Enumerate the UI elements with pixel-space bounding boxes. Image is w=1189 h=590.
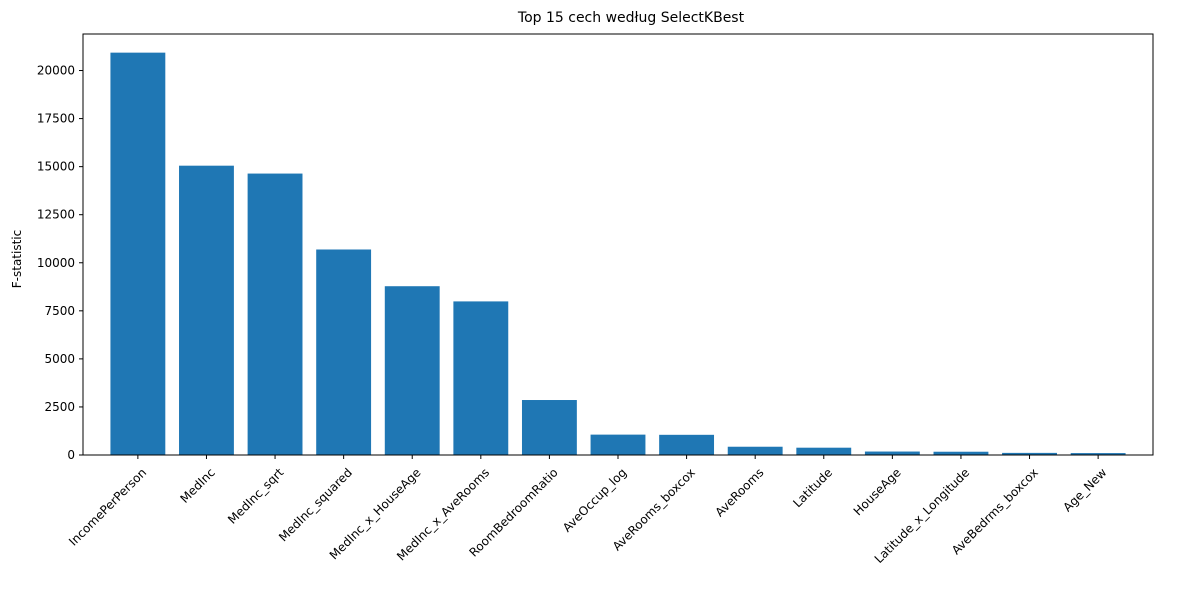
y-tick-label: 17500 — [37, 112, 75, 126]
plot-frame — [82, 33, 1154, 456]
y-tick-label: 10000 — [37, 256, 75, 270]
bar-incomeperperson — [110, 52, 166, 455]
y-tick-label: 5000 — [44, 352, 75, 366]
bar-medinc-sqrt — [247, 173, 303, 455]
bar-averooms — [727, 446, 783, 455]
bar-latitude-x-longitude — [933, 451, 989, 455]
y-axis: 0 2500 5000 7500 10000 12500 15000 17500 20000 — [37, 64, 83, 462]
bar-latitude — [796, 447, 852, 455]
y-tick-label: 0 — [67, 448, 75, 462]
bar-medinc-x-averooms — [453, 301, 509, 455]
chart-title: Top 15 cech według SelectKBest — [517, 10, 745, 26]
y-tick-label: 20000 — [37, 64, 75, 78]
bar-medinc-squared — [316, 249, 372, 455]
bar-houseage — [864, 451, 920, 455]
bar-medinc-x-houseage — [384, 286, 440, 455]
bar-age-new — [1070, 453, 1126, 455]
bar-roombedroomratio — [521, 400, 577, 455]
bar-averooms-boxcox — [659, 434, 715, 455]
y-tick-label: 12500 — [37, 208, 75, 222]
bars-layer — [110, 52, 1126, 455]
y-tick-label: 15000 — [37, 160, 75, 174]
bar-medinc — [179, 165, 234, 455]
bar-aveoccup-log — [590, 434, 646, 455]
bar-avebedrms-boxcox — [1002, 452, 1057, 455]
y-tick-label: 2500 — [44, 400, 75, 414]
y-tick-label: 7500 — [44, 304, 75, 318]
y-axis-title: F-statistic — [10, 230, 24, 288]
